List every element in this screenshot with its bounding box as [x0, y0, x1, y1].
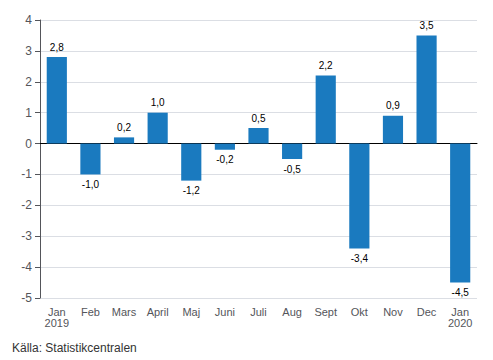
svg-text:-1,0: -1,0	[82, 179, 100, 190]
svg-text:-5: -5	[21, 291, 32, 305]
svg-text:0,2: 0,2	[117, 122, 131, 133]
svg-text:0,5: 0,5	[252, 113, 266, 124]
svg-text:3: 3	[25, 44, 32, 58]
svg-text:Källa: Statistikcentralen: Källa: Statistikcentralen	[12, 341, 137, 355]
svg-text:2,2: 2,2	[319, 60, 333, 71]
svg-text:2019: 2019	[45, 317, 69, 329]
svg-text:Sept: Sept	[314, 306, 337, 318]
svg-text:-2: -2	[21, 198, 32, 212]
svg-text:April: April	[147, 306, 169, 318]
svg-text:-1: -1	[21, 167, 32, 181]
svg-text:0: 0	[25, 137, 32, 151]
svg-text:Maj: Maj	[182, 306, 200, 318]
svg-text:Aug: Aug	[282, 306, 302, 318]
svg-text:Jan: Jan	[451, 305, 470, 318]
svg-text:1: 1	[25, 106, 32, 120]
svg-text:Juni: Juni	[215, 306, 235, 318]
svg-text:4: 4	[25, 13, 32, 27]
svg-text:2,8: 2,8	[50, 42, 64, 53]
svg-text:3,5: 3,5	[420, 20, 434, 31]
svg-text:-4,5: -4,5	[452, 287, 470, 298]
svg-text:-1,2: -1,2	[183, 185, 201, 196]
svg-text:Feb: Feb	[81, 306, 100, 318]
svg-text:-4: -4	[21, 260, 32, 274]
svg-text:-0,5: -0,5	[283, 164, 301, 175]
svg-text:2020: 2020	[448, 317, 472, 329]
svg-text:Juli: Juli	[250, 306, 267, 318]
svg-text:-3,4: -3,4	[351, 253, 369, 264]
svg-text:Mars: Mars	[112, 306, 137, 318]
svg-text:-3: -3	[21, 229, 32, 243]
svg-text:2: 2	[25, 75, 32, 89]
svg-text:Dec: Dec	[417, 306, 437, 318]
svg-text:Okt: Okt	[351, 306, 368, 318]
svg-text:Jan: Jan	[47, 305, 66, 318]
svg-text:0,9: 0,9	[386, 100, 400, 111]
svg-text:Nov: Nov	[383, 306, 403, 318]
svg-text:-0,2: -0,2	[216, 154, 234, 165]
svg-text:1,0: 1,0	[151, 97, 165, 108]
